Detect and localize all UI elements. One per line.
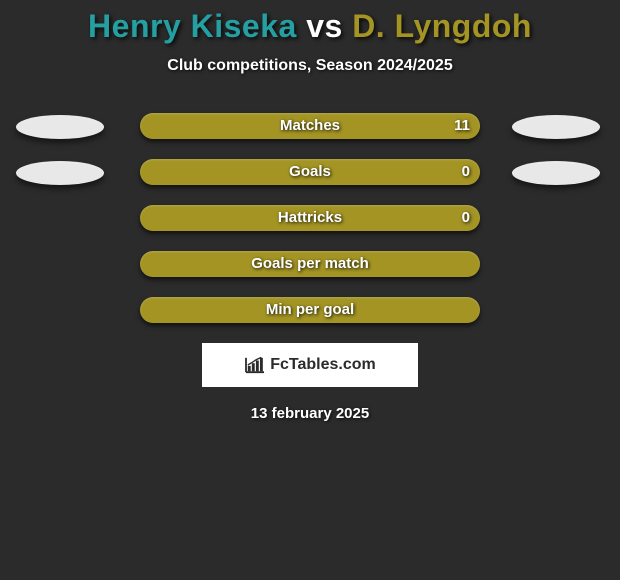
title-player1: Henry Kiseka: [88, 8, 297, 44]
stat-row: Goals per match: [0, 251, 620, 279]
player2-ellipse: [512, 115, 600, 139]
stat-bar: [140, 159, 480, 185]
stat-value: 11: [454, 113, 470, 139]
page-title: Henry Kiseka vs D. Lyngdoh: [0, 0, 620, 45]
stat-bar: [140, 113, 480, 139]
stat-row: Min per goal: [0, 297, 620, 325]
player2-ellipse: [512, 161, 600, 185]
stat-bar: [140, 205, 480, 231]
page-subtitle: Club competitions, Season 2024/2025: [0, 57, 620, 75]
title-vs: vs: [297, 8, 352, 44]
bar-chart-icon: [244, 356, 266, 374]
player1-ellipse: [16, 161, 104, 185]
stat-row: Goals0: [0, 159, 620, 187]
stat-row: Hattricks0: [0, 205, 620, 233]
logo-box: FcTables.com: [202, 343, 418, 387]
title-player2: D. Lyngdoh: [352, 8, 532, 44]
logo-text: FcTables.com: [270, 356, 376, 374]
player1-ellipse: [16, 115, 104, 139]
stat-row: Matches11: [0, 113, 620, 141]
stat-bar: [140, 297, 480, 323]
comparison-infographic: Henry Kiseka vs D. Lyngdoh Club competit…: [0, 0, 620, 580]
stat-value: 0: [462, 205, 470, 231]
stat-value: 0: [462, 159, 470, 185]
stat-rows: Matches11 Goals0 Hattricks0 Goals per match…: [0, 113, 620, 325]
stat-bar: [140, 251, 480, 277]
footer-date: 13 february 2025: [0, 405, 620, 422]
